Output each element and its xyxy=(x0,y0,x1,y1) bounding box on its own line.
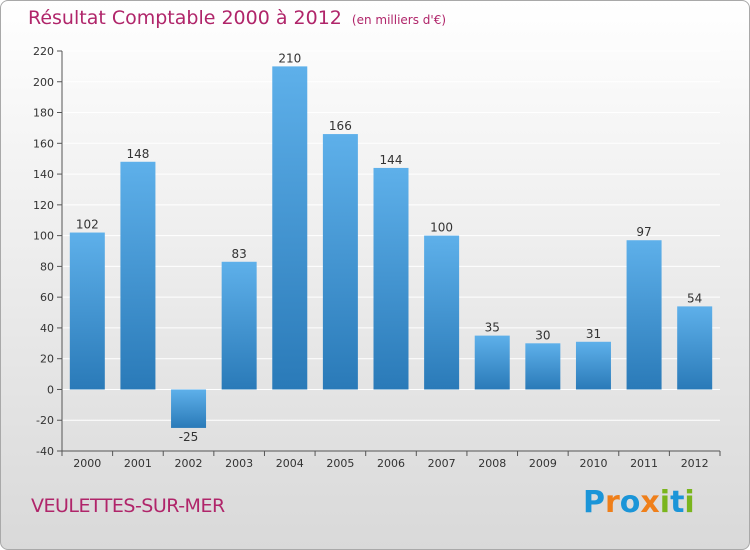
data-label-2010: 31 xyxy=(586,327,601,341)
data-label-2003: 83 xyxy=(232,247,247,261)
y-tick-label: 100 xyxy=(33,230,54,243)
title-unit: (en milliers d'€) xyxy=(351,13,447,27)
x-tick-label-2006: 2006 xyxy=(377,457,405,470)
x-tick-label-2004: 2004 xyxy=(276,457,304,470)
x-tick-label-2011: 2011 xyxy=(630,457,658,470)
data-label-2000: 102 xyxy=(76,218,99,232)
chart-title: Résultat Comptable 2000 à 2012 (en millie… xyxy=(28,7,446,29)
bar-2006 xyxy=(373,167,409,390)
bar-2001 xyxy=(120,161,156,390)
y-tick-label: 140 xyxy=(33,168,54,181)
data-label-2005: 166 xyxy=(329,119,352,133)
data-label-2011: 97 xyxy=(636,225,651,239)
data-label-2006: 144 xyxy=(380,153,403,167)
logo-letter: P xyxy=(583,485,605,520)
logo-letter: r xyxy=(605,485,620,520)
y-tick-label: 0 xyxy=(47,383,54,396)
y-tick-label: 20 xyxy=(40,353,54,366)
data-label-2007: 100 xyxy=(430,221,453,235)
y-tick-label: 220 xyxy=(33,45,54,58)
y-tick-label: 60 xyxy=(40,291,54,304)
x-tick-label-2007: 2007 xyxy=(428,457,456,470)
bar-2005 xyxy=(322,134,358,390)
y-tick-label: 160 xyxy=(33,137,54,150)
bar-2007 xyxy=(424,235,460,390)
place-name: VEULETTES-SUR-MER xyxy=(31,495,225,517)
bar-layer: 102 148 -25 83 210 166 144 100 35 30 31 97 54 xyxy=(69,51,713,444)
y-tick-label: 120 xyxy=(33,199,54,212)
bar-2000 xyxy=(69,232,105,390)
data-label-2001: 148 xyxy=(126,147,149,161)
x-tick-label-2009: 2009 xyxy=(529,457,557,470)
title-text: Résultat Comptable 2000 à 2012 xyxy=(28,7,342,29)
data-label-2004: 210 xyxy=(278,51,301,65)
logo-letter: i xyxy=(659,485,671,520)
bar-2009 xyxy=(525,343,561,390)
bar-2003 xyxy=(221,261,257,390)
x-tick-label-2000: 2000 xyxy=(73,457,101,470)
y-tick-label: -20 xyxy=(36,414,54,427)
y-tick-label: 80 xyxy=(40,260,54,273)
x-tick-label-2001: 2001 xyxy=(124,457,152,470)
x-tick-label-2002: 2002 xyxy=(175,457,203,470)
x-tick-label-2003: 2003 xyxy=(225,457,253,470)
bar-2012 xyxy=(677,306,713,390)
bar-2002 xyxy=(171,389,207,428)
logo-letter: i xyxy=(684,485,695,520)
y-tick-label: 180 xyxy=(33,107,54,120)
x-tick-label-2012: 2012 xyxy=(681,457,709,470)
proxiti-logo[interactable]: Proxiti xyxy=(583,485,695,520)
bar-2011 xyxy=(626,240,662,390)
x-tick-label-2010: 2010 xyxy=(579,457,607,470)
data-label-2009: 30 xyxy=(535,328,550,342)
data-label-2002: -25 xyxy=(179,430,199,444)
x-tick-label-2005: 2005 xyxy=(326,457,354,470)
axis-layer: -40 -20 0 20 40 60 80 100 120 140 160 180 200 220 2000… xyxy=(33,45,721,470)
logo-letter: o xyxy=(619,485,641,520)
logo-letter: x xyxy=(640,485,660,520)
logo-letter: t xyxy=(670,485,685,520)
y-tick-label: -40 xyxy=(36,445,54,458)
x-tick-label-2008: 2008 xyxy=(478,457,506,470)
data-label-2012: 54 xyxy=(687,291,702,305)
bar-2010 xyxy=(575,341,611,390)
y-tick-label: 40 xyxy=(40,322,54,335)
data-label-2008: 35 xyxy=(485,321,500,335)
bar-2008 xyxy=(474,335,510,390)
y-tick-label: 200 xyxy=(33,76,54,89)
bar-2004 xyxy=(272,66,308,390)
